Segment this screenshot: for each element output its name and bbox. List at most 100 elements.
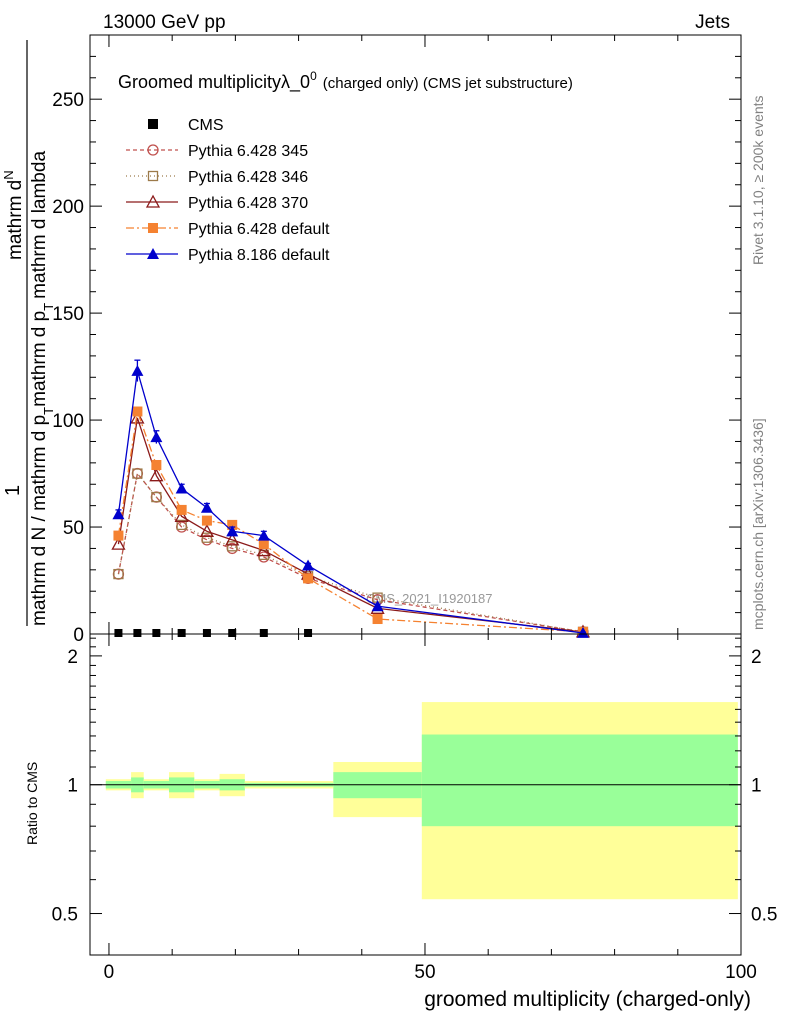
data-point — [201, 515, 212, 526]
data-point — [257, 529, 270, 541]
legend-item: Pythia 6.428 370 — [126, 194, 308, 212]
data-point — [304, 629, 313, 637]
ratio-y-tick-label: 0.5 — [52, 905, 78, 926]
data-point — [227, 541, 238, 552]
legend-marker — [147, 170, 159, 182]
data-point — [201, 532, 213, 543]
series-1 — [112, 467, 589, 638]
legend-label: Pythia 6.428 346 — [188, 169, 308, 186]
y-tick-label: 100 — [52, 411, 84, 432]
rivet-label: Rivet 3.1.10, ≥ 200k events — [750, 95, 766, 265]
data-point — [225, 532, 240, 546]
series-line — [117, 472, 584, 633]
main-plot: CMS_2021_I1920187 0 50 100 150 200 250 Groome… — [52, 34, 742, 646]
series-5 — [112, 359, 589, 638]
data-point — [372, 614, 383, 625]
ylabel-num-a: mathrm d — [5, 180, 26, 260]
ylabel-num-sup: N — [1, 170, 16, 179]
x-tick-label: 0 — [104, 962, 115, 983]
ylabel-denominator: mathrm d N / mathrm d pTmathrm d pTmathr… — [29, 151, 56, 626]
data-point — [228, 629, 237, 637]
plot-title-sup: 0 — [310, 69, 317, 83]
data-point — [176, 519, 187, 531]
series-line — [117, 370, 584, 634]
data-point — [259, 629, 268, 637]
ratio-y-label: Ratio to CMS — [24, 762, 40, 845]
data-point — [177, 629, 186, 637]
ratio-y-tick-label-right: 2 — [751, 647, 762, 668]
plot-title-main: Groomed multiplicityλ_0 — [118, 72, 310, 93]
data-point — [302, 559, 315, 571]
series-0 — [114, 629, 313, 637]
ratio-y-tick-label-right: 1 — [751, 776, 762, 797]
y-tick-label: 50 — [63, 518, 84, 539]
series-line — [117, 411, 584, 633]
ratio-ticks: 0.5 0.5 1 1 2 2 0 50 100 — [52, 634, 777, 983]
data-point — [151, 459, 162, 470]
data-point — [303, 573, 314, 584]
data-point — [152, 629, 161, 637]
legend-label: Pythia 6.428 345 — [188, 143, 308, 160]
legend-item: CMS — [148, 117, 224, 134]
x-axis-label: groomed multiplicity (charged-only) — [424, 988, 751, 1011]
series-2 — [113, 468, 589, 638]
legend-label: Pythia 6.428 370 — [188, 195, 308, 212]
ylabel-den-sub: T — [41, 407, 56, 415]
data-point — [114, 629, 123, 637]
data-point — [149, 468, 164, 482]
main-watermark: CMS_2021_I1920187 — [366, 591, 493, 606]
series-3 — [111, 410, 591, 638]
ratio-y-tick-label: 1 — [67, 776, 78, 797]
ratio-y-tick-label: 2 — [67, 647, 78, 668]
ylabel-den-c: mathrm d lambda — [29, 151, 50, 299]
legend-item: Pythia 8.186 default — [126, 247, 330, 264]
y-tick-label: 250 — [52, 90, 84, 111]
ratio-frame — [89, 633, 742, 956]
x-tick-label: 100 — [725, 962, 757, 983]
ratio-bands — [105, 702, 738, 900]
data-point — [111, 536, 126, 550]
header-right: Jets — [695, 12, 730, 33]
ratio-y-tick-label-right: 0.5 — [751, 905, 777, 926]
ylabel-den-a: mathrm d N / mathrm d p — [29, 415, 50, 626]
y-tick-label: 0 — [73, 625, 84, 646]
mcplots-label: mcplots.cern.ch [arXiv:1306.3436] — [750, 418, 766, 630]
series-line — [117, 472, 584, 633]
legend-label: CMS — [188, 117, 224, 134]
data-point — [113, 568, 124, 580]
data-point — [176, 504, 187, 515]
data-point — [113, 530, 124, 541]
data-point — [150, 431, 163, 443]
main-y-axis-label: 1 mathrm dN mathrm d N / mathrm d pTmath… — [1, 40, 56, 626]
plot-title-note: (charged only) (CMS jet substructure) — [323, 75, 573, 92]
main-series-layer — [111, 359, 591, 638]
ylabel-one: 1 — [2, 485, 24, 496]
data-point — [151, 491, 162, 503]
data-point — [112, 508, 125, 520]
data-point — [175, 482, 188, 494]
legend-item: Pythia 6.428 345 — [126, 143, 308, 160]
series-line — [117, 417, 584, 633]
data-point — [258, 539, 269, 550]
data-point — [256, 543, 271, 557]
legend-item: Pythia 6.428 default — [126, 221, 330, 238]
legend-marker — [148, 223, 158, 233]
y-tick-label: 200 — [52, 197, 84, 218]
ylabel-den-b: mathrm d p — [29, 311, 50, 407]
data-point — [131, 364, 144, 376]
data-point — [132, 468, 143, 479]
main-ticks: 0 50 100 150 200 250 — [52, 35, 742, 646]
ylabel-numerator: mathrm dN — [1, 170, 26, 260]
data-point — [132, 406, 143, 417]
legend-label: Pythia 8.186 default — [188, 247, 330, 264]
legend: CMS Pythia 6.428 345 Pythia 6.428 346 Pythi… — [126, 117, 330, 264]
header-left: 13000 GeV pp — [103, 12, 226, 33]
data-point — [371, 600, 384, 612]
data-point — [227, 519, 238, 530]
plot-title: Groomed multiplicityλ_00 (charged only) (… — [118, 69, 573, 93]
legend-item: Pythia 6.428 346 — [126, 169, 308, 186]
data-point — [199, 523, 215, 537]
y-tick-label: 150 — [52, 304, 84, 325]
data-point — [202, 629, 211, 637]
legend-marker — [147, 144, 159, 156]
